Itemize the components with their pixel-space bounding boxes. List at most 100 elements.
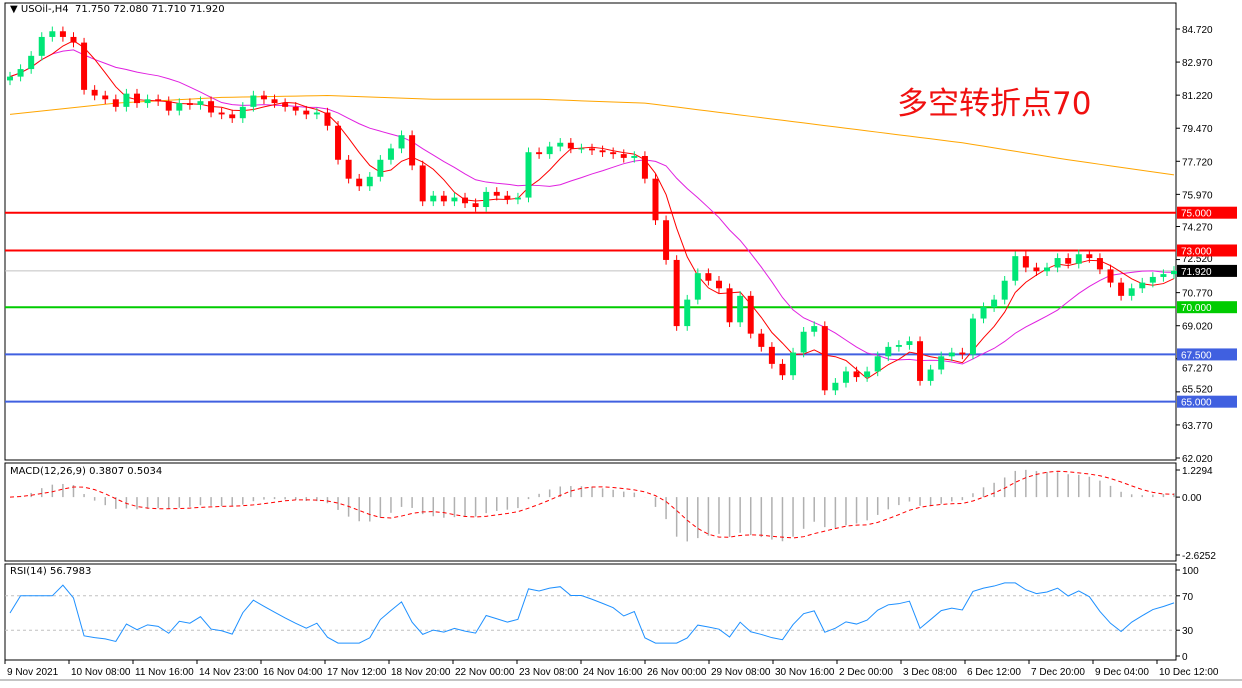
candle — [514, 197, 521, 200]
time-tick-label: 16 Nov 04:00 — [263, 667, 323, 678]
time-tick-label: 29 Nov 08:00 — [711, 667, 771, 678]
candle — [737, 295, 744, 323]
time-tick-label: 9 Dec 04:00 — [1095, 667, 1149, 678]
macd-tick-label: 0.00 — [1182, 493, 1202, 504]
candle — [409, 135, 416, 166]
candle — [176, 103, 183, 111]
price-tick-label: 62.020 — [1182, 454, 1213, 465]
candle — [705, 273, 712, 281]
level-label-box — [1177, 301, 1237, 314]
level-label-box — [1177, 348, 1237, 361]
annotation-text: 多空转折点70 — [897, 86, 1092, 122]
time-tick-label: 26 Nov 00:00 — [647, 667, 707, 678]
candle — [578, 148, 585, 150]
candle — [546, 146, 553, 155]
candle — [610, 152, 617, 155]
price-tick-label: 79.470 — [1182, 124, 1213, 135]
price-tick-label: 69.020 — [1182, 322, 1213, 333]
candle — [282, 103, 289, 107]
candle — [790, 352, 797, 376]
candle — [303, 110, 310, 115]
candle — [17, 69, 24, 77]
macd-panel — [4, 462, 1177, 562]
candle — [991, 299, 998, 308]
candle — [70, 36, 77, 43]
candle — [652, 178, 659, 221]
candle — [1171, 270, 1177, 275]
candle — [345, 159, 352, 179]
candle — [842, 371, 849, 383]
price-tick-label: 67.270 — [1182, 363, 1213, 374]
candle — [1012, 256, 1019, 281]
candle — [557, 142, 564, 147]
level-label-box — [1177, 206, 1237, 219]
time-tick-label: 11 Nov 16:00 — [135, 667, 194, 678]
candle — [589, 148, 595, 151]
candle — [1075, 254, 1082, 264]
candle — [620, 154, 627, 158]
price-tick-label: 72.520 — [1182, 254, 1213, 265]
candle — [1086, 254, 1093, 259]
candle — [493, 191, 500, 196]
candle — [694, 273, 701, 300]
chart-title: ▼ USOil-,H4 71.750 72.080 71.710 71.920 — [10, 4, 225, 15]
candle — [1096, 258, 1103, 270]
candle — [980, 307, 987, 319]
open-price: 71.750 — [75, 4, 111, 15]
candle — [864, 371, 871, 378]
candle — [948, 352, 955, 357]
level-label: 67.500 — [1181, 350, 1212, 361]
candle — [186, 103, 193, 105]
candle — [123, 93, 130, 107]
candle — [853, 371, 860, 378]
level-label: 75.000 — [1181, 209, 1212, 220]
candle — [239, 106, 246, 119]
candle — [197, 101, 204, 105]
candle — [324, 112, 331, 126]
price-tick-label: 75.970 — [1182, 190, 1213, 201]
candle — [1139, 282, 1146, 289]
current-price-label: 71.920 — [1181, 267, 1212, 278]
time-tick-label: 9 Nov 2021 — [7, 667, 59, 678]
candle — [1044, 267, 1051, 272]
candle — [800, 331, 807, 353]
time-tick-label: 10 Dec 12:00 — [1159, 667, 1219, 678]
candle — [313, 112, 320, 115]
candle — [1107, 269, 1114, 283]
rsi-tick-label: 70 — [1182, 592, 1194, 603]
candle — [821, 326, 828, 391]
candle — [155, 99, 162, 102]
price-tick-label: 63.770 — [1182, 421, 1213, 432]
candle — [1160, 274, 1167, 277]
time-tick-label: 23 Nov 08:00 — [519, 667, 579, 678]
candle — [165, 101, 172, 111]
candle — [599, 150, 606, 153]
candle — [144, 99, 151, 104]
price-tick-label: 77.720 — [1182, 157, 1213, 168]
candle — [1001, 280, 1008, 300]
candle — [419, 165, 426, 202]
candle — [663, 220, 670, 260]
main-panel — [4, 2, 1177, 461]
candle — [969, 318, 976, 355]
candle — [387, 148, 394, 160]
candle — [631, 155, 638, 158]
time-tick-label: 22 Nov 00:00 — [455, 667, 515, 678]
candle — [536, 152, 543, 155]
symbol: USOil-,H4 — [20, 4, 69, 15]
time-tick-label: 18 Nov 20:00 — [391, 667, 451, 678]
rsi-line — [9, 582, 1175, 644]
collapse-triangle-icon[interactable]: ▼ — [10, 4, 18, 15]
low-price: 71.710 — [151, 4, 187, 15]
candle — [811, 326, 818, 332]
candle — [917, 341, 924, 381]
candle — [229, 114, 236, 119]
candle — [102, 95, 109, 100]
candle — [133, 93, 140, 104]
price-tick-label: 74.270 — [1182, 222, 1213, 233]
time-tick-label: 2 Dec 00:00 — [839, 667, 893, 678]
time-tick-label: 3 Dec 08:00 — [903, 667, 957, 678]
price-tick-label: 84.720 — [1182, 25, 1213, 36]
rsi-tick-label: 30 — [1182, 626, 1194, 637]
